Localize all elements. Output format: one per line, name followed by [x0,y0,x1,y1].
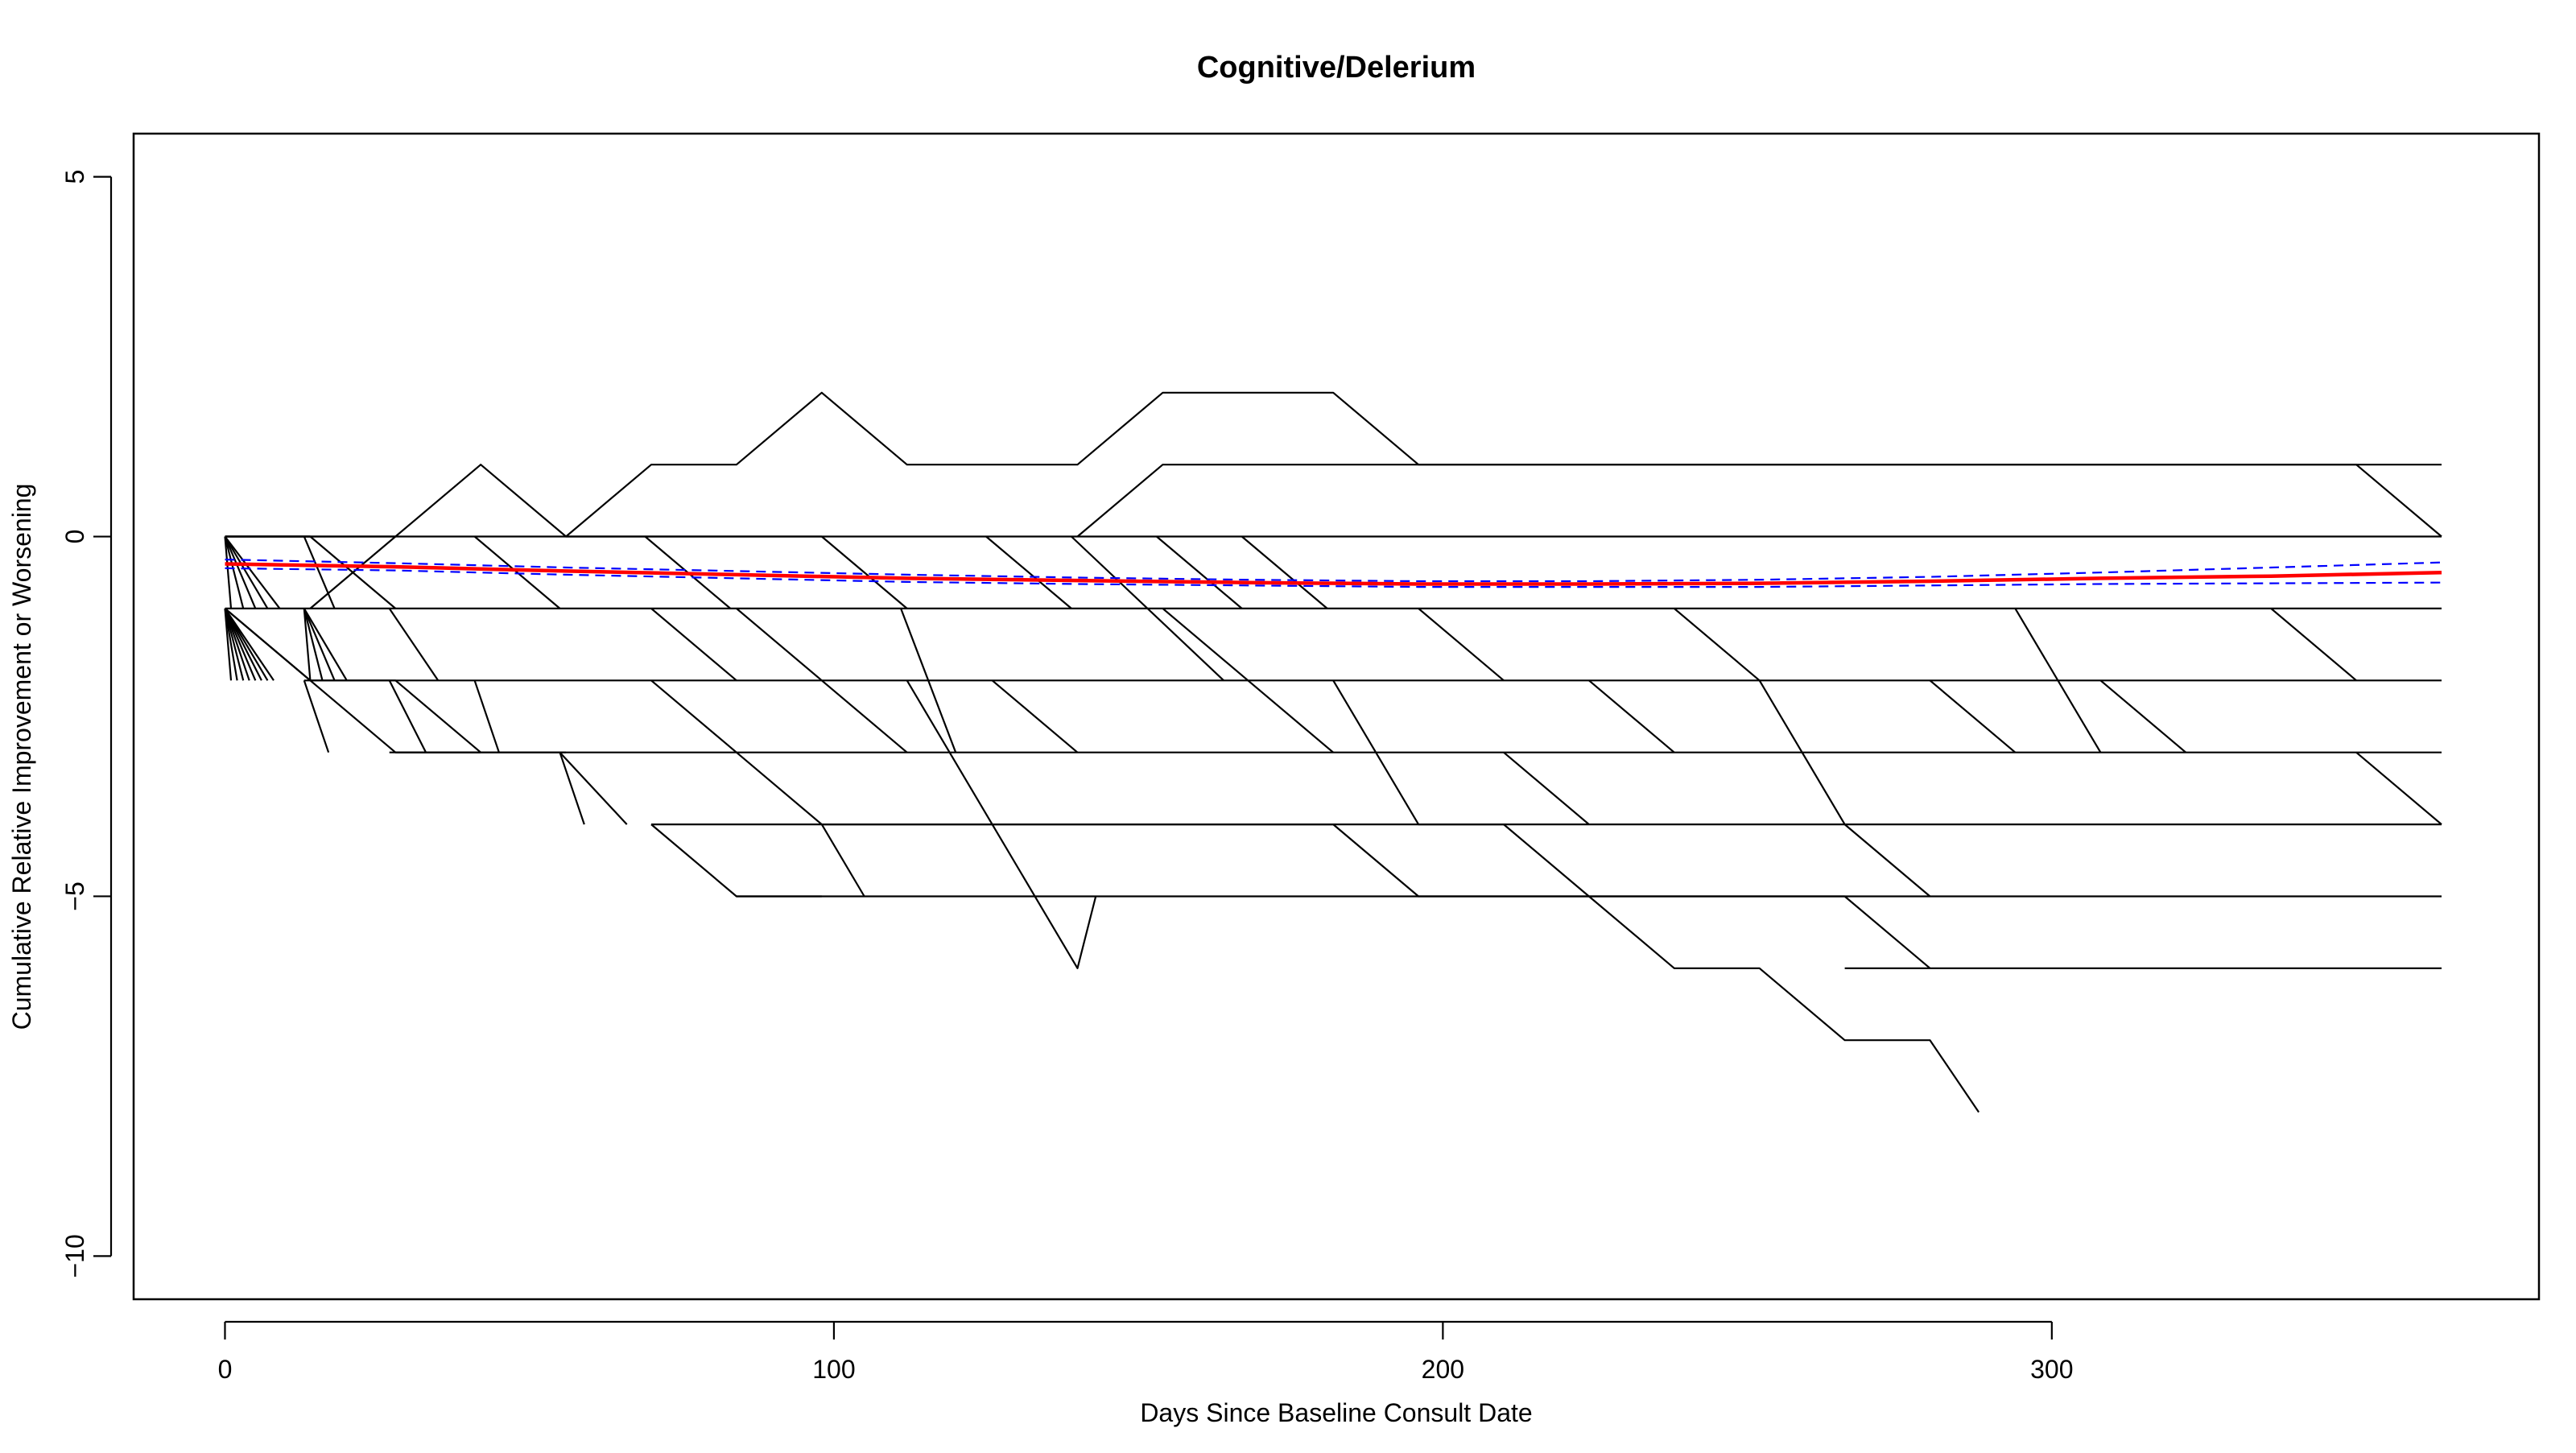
trajectory-line-16 [224,535,269,609]
individual-trajectories [224,391,2442,1113]
chart-title: Cognitive/Delerium [1197,51,1476,85]
trajectory-line-21 [303,608,348,681]
trajectory-line-60 [1929,679,2017,753]
trajectory-line-47 [1076,464,2442,538]
trajectory-line-50 [1241,535,1328,609]
trajectory-line-64 [2355,751,2442,825]
trajectory-line-48 [1156,535,1243,609]
x-tick-label: 100 [812,1355,855,1384]
trajectory-line-23 [303,679,330,753]
y-tick-label: 5 [60,170,89,184]
trajectory-line-29 [473,535,561,609]
y-axis-label: Cumulative Relative Improvement or Worse… [7,484,36,1030]
trajectory-line-17 [224,535,281,609]
x-tick-label: 300 [2030,1355,2073,1384]
trajectory-line-49 [1162,608,1249,682]
trajectory-line-34 [650,608,737,682]
trajectory-line-41 [821,535,908,609]
mean-trend-line [225,562,2442,586]
trajectory-line-44 [985,535,1072,609]
trajectory-line-57 [1674,608,1761,682]
trajectory-line-59 [1843,895,1931,969]
trajectory-line-12 [224,608,275,681]
trajectory-line-45 [991,679,1079,753]
trajectory-line-26 [388,608,440,681]
trajectory-line-8 [224,608,250,681]
trajectory-line-62 [2099,679,2187,753]
trajectory-line-54 [1503,751,1590,825]
trajectory-line-14 [224,536,245,609]
y-tick-label: 0 [60,530,89,544]
y-tick-label: −5 [60,881,89,910]
trajectory-line-30 [473,679,500,753]
y-tick-label: −10 [60,1234,89,1278]
trajectory-line-20 [303,608,336,681]
trajectory-line-5 [224,608,233,681]
trajectory-line-24 [309,535,397,609]
trajectory-line-6 [224,608,238,681]
trajectory-line-53 [1418,608,1505,682]
trajectory-line-15 [224,536,257,609]
x-axis-label: Days Since Baseline Consult Date [1140,1398,1532,1427]
trajectory-line-13 [224,536,233,609]
trajectory-line-35 [650,679,737,753]
trajectory-line-19 [303,608,324,681]
trajectory-line-7 [224,608,245,681]
trajectory-line-22 [303,536,336,609]
trajectory-line-63 [2270,608,2357,682]
plot-box [132,132,2541,1301]
trajectory-line-18 [303,608,312,681]
trend-lines [225,559,2442,588]
trajectory-line-56 [1588,679,1675,753]
trajectory-line-27 [388,679,427,753]
trajectory-line-9 [224,608,257,681]
x-tick-label: 0 [218,1355,233,1384]
axes: 0 100 200 300 −10 −5 0 5 [60,170,2074,1384]
trajectory-line-31 [559,752,585,825]
trajectory-line-51 [1247,679,1334,753]
x-tick-label: 200 [1422,1355,1464,1384]
trajectory-line-32 [559,751,628,825]
